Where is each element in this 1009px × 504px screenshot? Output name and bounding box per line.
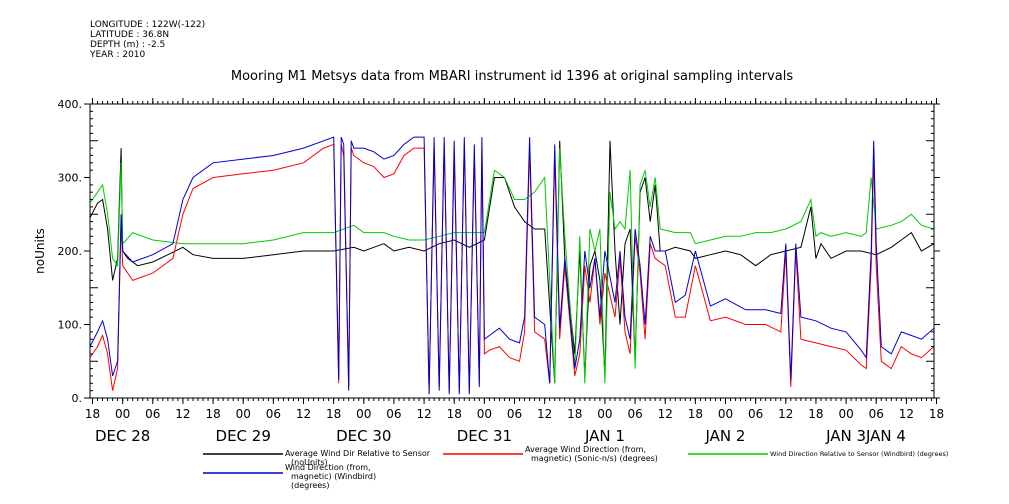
legend-label-4: Wind Direction (from, magnetic) (Windbird…	[285, 463, 376, 490]
chart-title: Mooring M1 Metsys data from MBARI instru…	[231, 69, 793, 84]
x-day-label: DEC 31	[457, 427, 512, 445]
x-tick-label: 12	[537, 407, 552, 421]
x-tick-label: 00	[477, 407, 492, 421]
latitude-label: LATITUDE : 36.8N	[90, 30, 170, 40]
x-tick-label: 00	[356, 407, 371, 421]
x-tick-label: 12	[175, 407, 190, 421]
x-tick-label: 18	[567, 407, 582, 421]
x-day-label: JAN 2	[705, 427, 746, 445]
series-line-3	[90, 148, 934, 384]
x-tick-label: 18	[929, 407, 944, 421]
series-line-2	[90, 143, 934, 391]
x-tick-label: 06	[266, 407, 281, 421]
y-axis-label: noUnits	[33, 228, 47, 274]
x-tick-label: 18	[447, 407, 462, 421]
legend-label-2: Average Wind Direction (from, magnetic) (…	[525, 445, 658, 463]
x-day-label: JAN 3	[825, 427, 866, 445]
x-tick-label: 18	[326, 407, 341, 421]
y-tick-label: 0.	[72, 392, 83, 405]
x-day-label: JAN 1	[584, 427, 625, 445]
y-tick-label: 100.	[58, 319, 83, 332]
x-day-label: DEC 30	[336, 427, 391, 445]
x-tick-label: 06	[627, 407, 642, 421]
x-tick-label: 00	[115, 407, 130, 421]
y-tick-label: 200.	[58, 245, 83, 258]
x-tick-label: 00	[838, 407, 853, 421]
y-tick-label: 300.	[58, 172, 83, 185]
x-tick-label: 18	[808, 407, 823, 421]
plot-frame	[89, 103, 935, 399]
legend: Average Wind Dir Relative to Sensor (noUn…	[203, 445, 948, 490]
x-tick-label: 06	[507, 407, 522, 421]
x-tick-label: 12	[778, 407, 793, 421]
x-day-label: DEC 29	[216, 427, 271, 445]
legend-label-1: Average Wind Dir Relative to Sensor (noUn…	[285, 449, 431, 467]
x-tick-label: 12	[296, 407, 311, 421]
x-tick-label: 00	[718, 407, 733, 421]
y-tick-label: 400.	[58, 98, 83, 111]
x-tick-label: 06	[145, 407, 160, 421]
series-line-4	[90, 136, 934, 395]
x-tick-label: 18	[688, 407, 703, 421]
x-day-label: DEC 28	[95, 427, 150, 445]
x-tick-label: 06	[748, 407, 763, 421]
x-tick-label: 06	[386, 407, 401, 421]
x-tick-label: 00	[236, 407, 251, 421]
x-tick-label: 12	[416, 407, 431, 421]
series-group	[90, 136, 934, 395]
x-tick-label: 18	[205, 407, 220, 421]
year-label: YEAR : 2010	[90, 50, 146, 60]
x-tick-label: 00	[597, 407, 612, 421]
axes-group: 0. 100. 200. 300. 400. 18 00 06 12 18 00 06 12 18 00 06…	[58, 98, 944, 445]
metadata-block: LONGITUDE : 122W(-122) LATITUDE : 36.8N …	[90, 20, 205, 60]
x-tick-label: 12	[658, 407, 673, 421]
x-tick-label: 12	[899, 407, 914, 421]
legend-label-3: Wind Direction Relative to Sensor (Windb…	[770, 450, 948, 458]
x-day-label: JAN 4	[865, 427, 906, 445]
x-tick-label: 18	[85, 407, 100, 421]
longitude-label: LONGITUDE : 122W(-122)	[90, 20, 206, 30]
x-tick-label: 06	[869, 407, 884, 421]
depth-label: DEPTH (m) : -2.5	[90, 40, 166, 50]
